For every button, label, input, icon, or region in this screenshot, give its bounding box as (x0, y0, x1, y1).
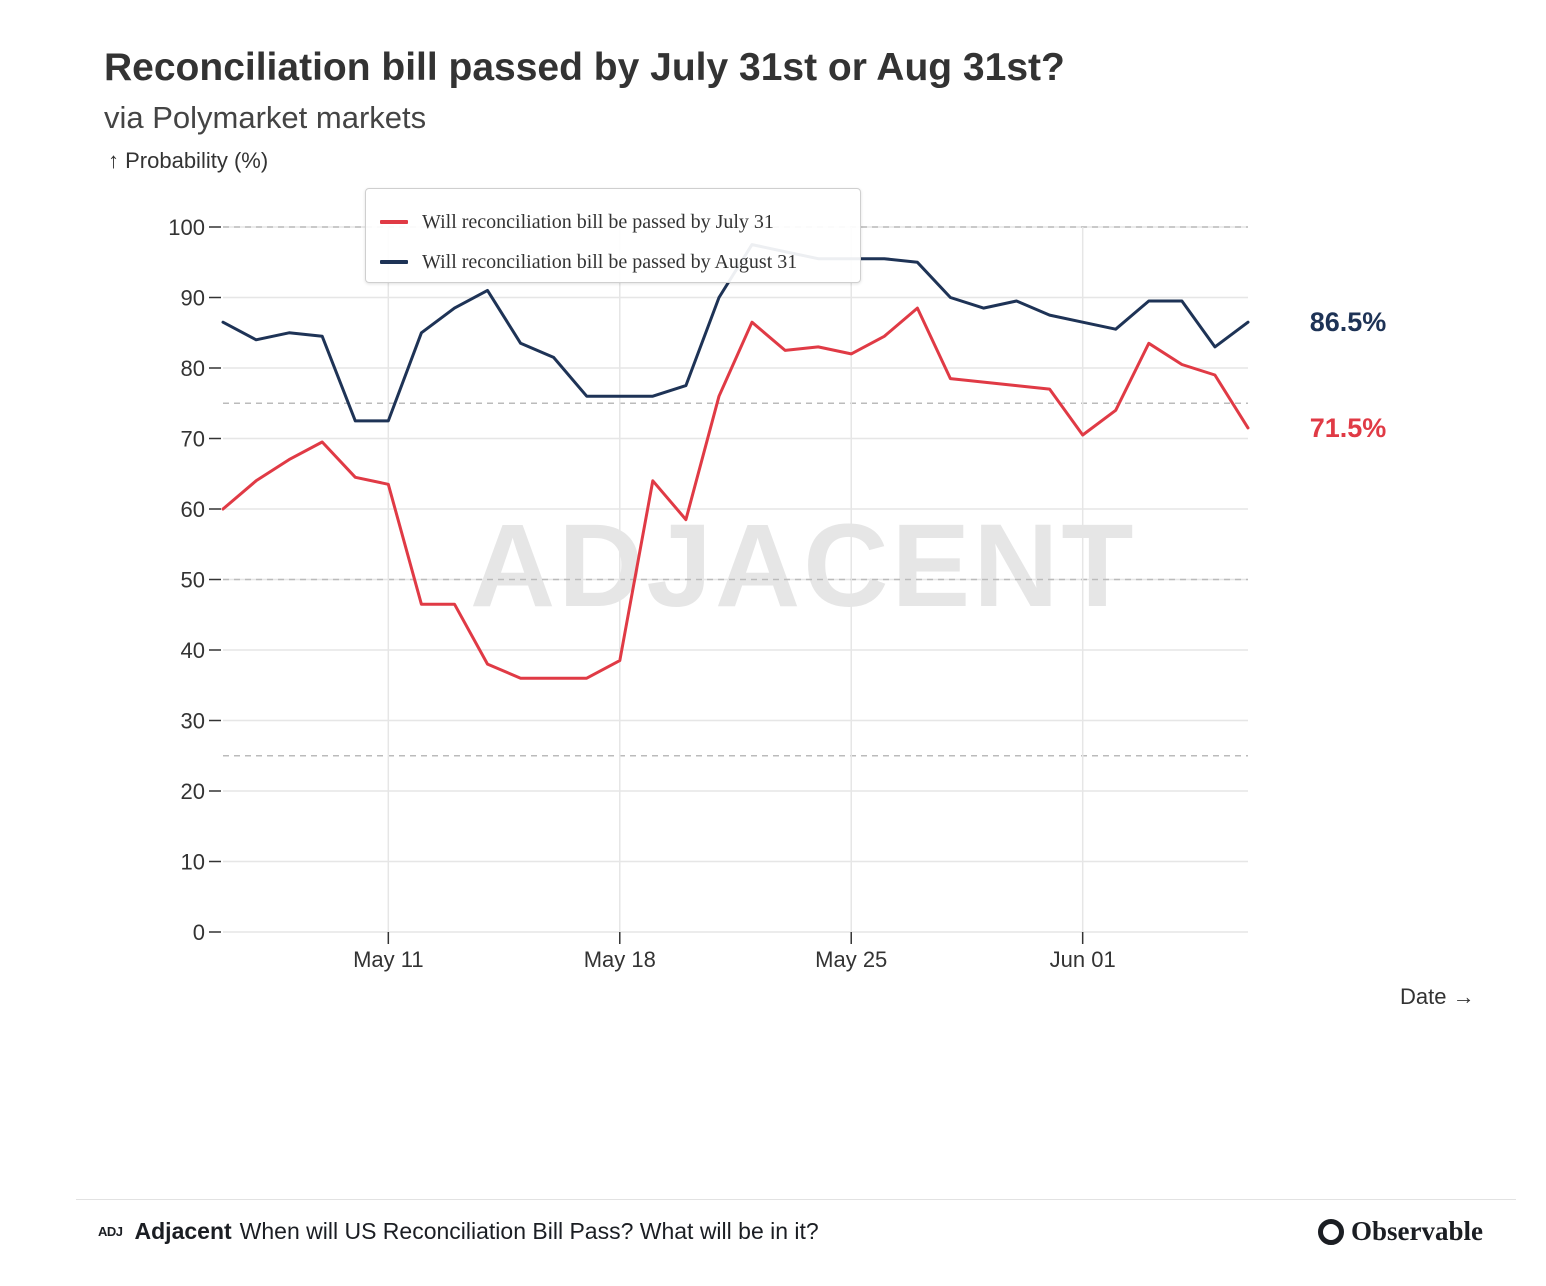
legend-swatch-july-31 (380, 220, 408, 224)
observable-link[interactable]: Observable (1318, 1216, 1483, 1247)
end-labels: 71.5% 86.5% (1310, 307, 1387, 443)
x-tick-label: May 11 (353, 947, 424, 972)
x-tick-label: May 25 (815, 947, 887, 972)
y-tick-label: 70 (181, 427, 205, 452)
y-tick-label: 50 (181, 568, 205, 593)
y-tick-label: 60 (181, 497, 205, 522)
chart-title: Reconciliation bill passed by July 31st … (104, 46, 1065, 89)
axes: 0 10 20 30 40 50 60 70 80 90 100 May 11 May 18 May 25… (168, 215, 1115, 972)
end-label-august-31: 86.5% (1310, 307, 1387, 337)
y-tick-label: 20 (181, 779, 205, 804)
footer-link-text[interactable]: When will US Reconciliation Bill Pass? W… (239, 1218, 819, 1244)
legend-item-july-31: Will reconciliation bill be passed by Ju… (366, 202, 860, 242)
line-chart: 0 10 20 30 40 50 60 70 80 90 100 May 11 May 18 May 25… (168, 215, 1387, 972)
x-tick-label: May 18 (584, 947, 656, 972)
y-tick-label: 90 (181, 286, 205, 311)
y-tick-label: 100 (168, 215, 205, 240)
legend: Will reconciliation bill be passed by Ju… (365, 188, 861, 283)
footer-brand[interactable]: Adjacent (134, 1218, 232, 1244)
chart-subtitle: via Polymarket markets (104, 100, 427, 135)
y-tick-label: 10 (181, 850, 205, 875)
y-axis-label: ↑ Probability (%) (108, 148, 269, 173)
grid (223, 226, 1248, 933)
end-label-july-31: 71.5% (1310, 413, 1387, 443)
footer: ADJ Adjacent When will US Reconciliation… (98, 1218, 819, 1245)
adjacent-logo-icon: ADJ (98, 1224, 123, 1239)
legend-swatch-august-31 (380, 260, 408, 264)
y-tick-label: 40 (181, 638, 205, 663)
series-lines (221, 243, 1250, 680)
y-tick-label: 80 (181, 356, 205, 381)
y-tick-label: 30 (181, 709, 205, 734)
x-axis-label: Date → (1400, 984, 1475, 1009)
series-line-july-31 (221, 306, 1250, 680)
observable-logo-icon (1318, 1218, 1344, 1245)
x-tick-label: Jun 01 (1050, 947, 1116, 972)
legend-item-august-31: Will reconciliation bill be passed by Au… (366, 242, 860, 282)
watermark: ADJACENT (470, 500, 1137, 632)
y-tick-label: 0 (193, 920, 205, 945)
footer-divider (76, 1199, 1516, 1200)
legend-label-august-31: Will reconciliation bill be passed by Au… (422, 250, 798, 273)
observable-label: Observable (1351, 1216, 1483, 1246)
legend-label-july-31: Will reconciliation bill be passed by Ju… (422, 210, 774, 233)
